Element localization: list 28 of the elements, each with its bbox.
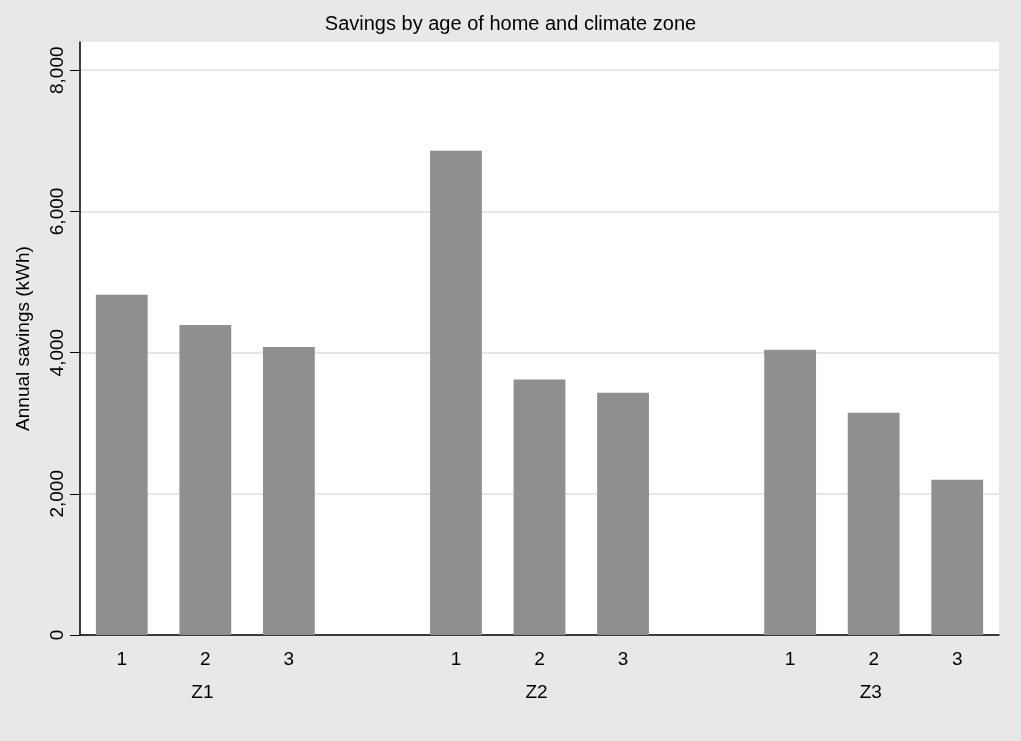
chart-title: Savings by age of home and climate zone <box>324 12 697 34</box>
x-tick-label: 3 <box>617 648 629 669</box>
text: Z2 <box>525 681 548 702</box>
text: Z3 <box>859 681 882 702</box>
y-tick-label: 4,000 <box>46 328 67 377</box>
y-tick-label: 2,000 <box>46 470 67 518</box>
bar <box>764 349 817 635</box>
y-tick-label: 6,000 <box>46 187 67 236</box>
x-tick-label: 1 <box>116 648 128 669</box>
bar <box>597 392 649 635</box>
x-tick-label: 2 <box>534 648 545 669</box>
y-tick-label: 0 <box>46 629 67 641</box>
bar <box>513 379 566 635</box>
bar <box>95 294 148 635</box>
x-tick-label: 2 <box>868 648 879 669</box>
x-tick-label: 3 <box>283 648 295 669</box>
bar <box>262 346 315 635</box>
bar <box>931 479 984 635</box>
text: Z1 <box>191 681 214 702</box>
x-tick-label: 1 <box>784 648 796 669</box>
y-tick-label: 8,000 <box>46 46 67 95</box>
bar <box>179 325 232 635</box>
bar <box>430 150 482 635</box>
x-tick-label: 2 <box>200 648 211 669</box>
x-tick-label: 1 <box>450 648 462 669</box>
y-axis-title: Annual savings (kWh) <box>12 246 33 431</box>
bar <box>847 412 900 635</box>
x-tick-label: 3 <box>951 648 963 669</box>
